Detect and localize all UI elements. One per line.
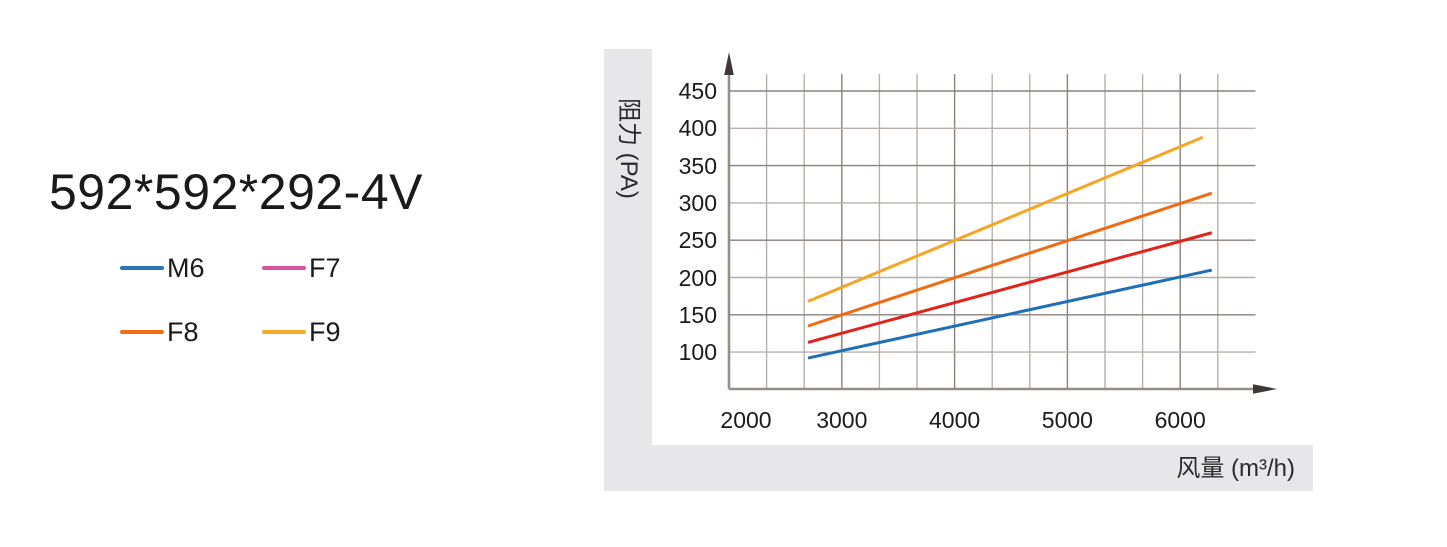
legend-label-f8: F8	[167, 317, 199, 347]
x-tick-label: 5000	[1041, 407, 1093, 433]
x-axis-title: 风量 (m³/h)	[1176, 455, 1295, 482]
legend-swatch-f9	[262, 330, 306, 334]
series-line-m6	[807, 268, 1213, 360]
y-axis-arrow-icon	[724, 52, 734, 75]
legend-label-f7: F7	[309, 253, 341, 283]
y-tick-label: 450	[678, 78, 717, 104]
plot-area: 450 400 350 300 250 200 150 100 2000 3000 4000 5000…	[652, 49, 1313, 445]
chart-canvas	[724, 52, 1277, 394]
y-tick-label: 100	[678, 339, 717, 366]
legend-item-f9: F9	[262, 318, 341, 346]
y-tick-label: 250	[678, 227, 717, 254]
legend-swatch-f7	[262, 266, 306, 270]
chart-panel: 阻力 (PA) 450 400 350 300 250 200 150 100 2000 3000…	[604, 49, 1313, 491]
x-tick-label: 2000	[720, 407, 772, 433]
x-tick-label: 4000	[929, 407, 981, 433]
legend-label-m6: M6	[167, 253, 205, 283]
y-tick-label: 200	[678, 264, 717, 291]
y-tick-label: 150	[678, 301, 717, 328]
legend-item-m6: M6	[120, 254, 205, 282]
legend-swatch-f8	[120, 330, 164, 334]
series-line-f8	[807, 191, 1213, 328]
legend-swatch-m6	[120, 266, 164, 270]
x-tick-label: 6000	[1154, 407, 1206, 433]
x-axis-arrow-icon	[1253, 384, 1277, 394]
y-tick-label: 300	[678, 189, 717, 216]
legend-item-f8: F8	[120, 318, 199, 346]
y-axis-title: 阻力 (PA)	[615, 98, 642, 199]
series-line-f7	[807, 231, 1213, 344]
legend-label-f9: F9	[309, 317, 341, 347]
series-line-f9	[807, 135, 1204, 303]
x-tick-label: 3000	[816, 407, 868, 433]
legend-item-f7: F7	[262, 254, 341, 282]
y-tick-label: 350	[678, 152, 717, 179]
product-title: 592*592*292-4V	[49, 164, 423, 220]
y-tick-label: 400	[678, 115, 717, 142]
